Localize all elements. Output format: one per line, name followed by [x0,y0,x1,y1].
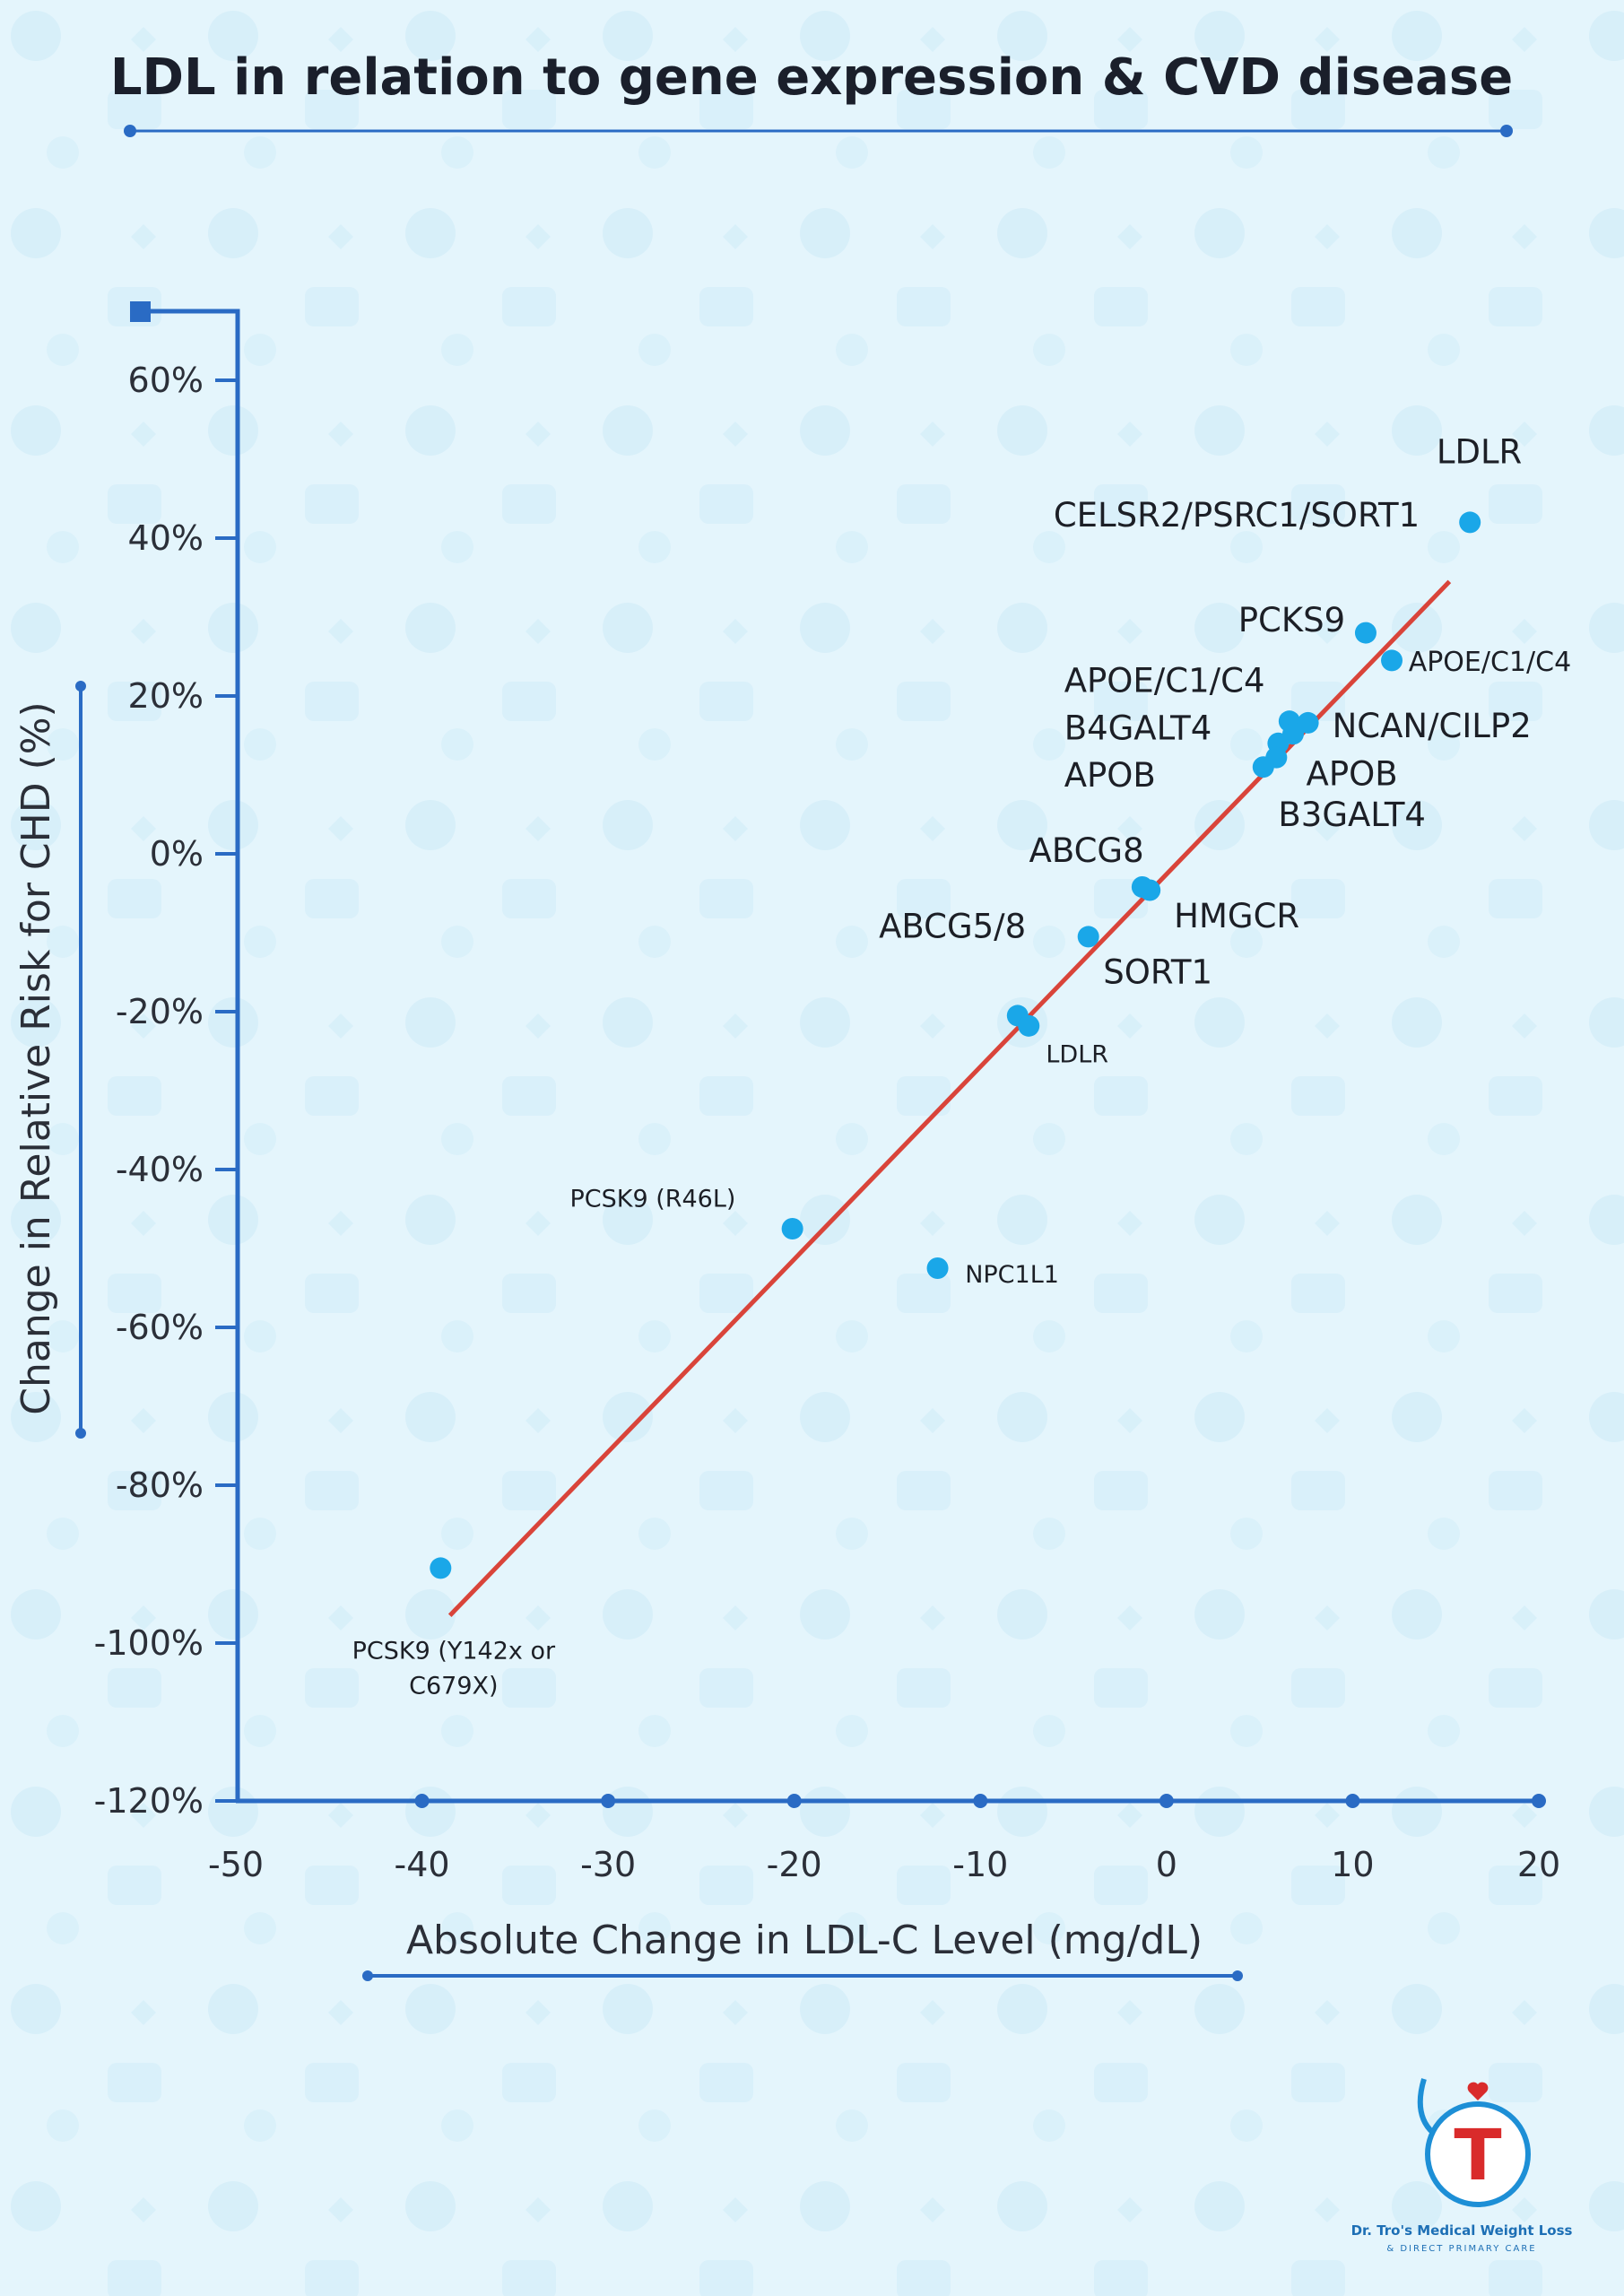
data-point [1381,649,1403,672]
chart-title: LDL in relation to gene expression & CVD… [110,48,1513,107]
point-label: PCSK9 (Y142x or [352,1638,556,1665]
data-point [1077,926,1099,948]
y-label-bracket-top-dot [75,681,86,691]
x-tick-label: -40 [395,1845,450,1884]
y-tick-label: -60% [116,1308,204,1347]
point-label: NCAN/CILP2 [1333,707,1532,745]
x-tick-label: -50 [208,1845,264,1884]
x-tick-label: 20 [1517,1845,1560,1884]
data-point [430,1557,452,1579]
y-tick-label: -100% [94,1623,204,1663]
data-point [1252,756,1274,778]
data-point [1354,622,1376,644]
y-tick-label: 60% [128,361,204,400]
x-tick-label: -30 [580,1845,636,1884]
point-label: LDLR [1437,432,1522,471]
point-label: NPC1L1 [965,1261,1059,1289]
data-point [781,1218,803,1239]
y-axis-cap [130,301,151,322]
x-label-bracket-right-dot [1232,1970,1243,1981]
point-label: CELSR2/PSRC1/SORT1 [1054,496,1420,535]
x-tick-label: 0 [1156,1845,1177,1884]
point-label: APOE/C1/C4 [1064,662,1265,700]
x-tick-mark [1159,1794,1174,1808]
x-tick-mark [1345,1794,1360,1808]
points-layer [430,511,1481,1579]
x-tick-mark [601,1794,616,1808]
x-tick-label: -20 [767,1845,822,1884]
x-label-bracket-left-dot [362,1970,373,1981]
title-underline-left-dot [124,125,136,137]
point-label: C679X) [409,1672,498,1700]
point-label: B3GALT4 [1278,796,1426,834]
point-label: LDLR [1046,1040,1108,1068]
point-label: HMGCR [1174,897,1299,935]
point-label: APOB [1307,754,1398,793]
logo-letter-t: T [1454,2116,1501,2196]
data-point [1297,711,1319,734]
point-label: PCKS9 [1238,601,1345,639]
ticks-layer: 60% 40% 20% 0% -20% -40% -60% -80% -100% -120%-50… [94,361,1561,1884]
y-tick-label: 0% [150,834,204,874]
x-axis-label: Absolute Change in LDL-C Level (mg/dL) [406,1918,1203,1963]
point-label: PCSK9 (R46L) [569,1185,735,1213]
y-axis-line [141,309,240,1801]
x-tick-label: -10 [952,1845,1008,1884]
data-point [926,1257,949,1279]
point-label: B4GALT4 [1064,709,1212,747]
y-tick-label: -40% [116,1150,204,1189]
y-tick-label: -120% [94,1781,204,1821]
point-label: SORT1 [1103,952,1212,991]
point-labels-layer: LDLR CELSR2/PSRC1/SORT1 PCKS9 APOE/C1/C4 APO… [352,432,1572,1700]
x-tick-label: 10 [1331,1845,1374,1884]
point-label: ABCG8 [1029,831,1144,870]
y-tick-label: -20% [116,992,204,1031]
y-axis-label: Change in Relative Risk for CHD (%) [13,701,59,1414]
data-point [1459,511,1481,534]
x-tick-mark [973,1794,988,1808]
logo-heart-icon [1467,2082,1489,2100]
y-tick-label: 20% [128,676,204,716]
x-tick-mark [1532,1794,1546,1808]
data-point [1139,879,1161,901]
point-label: APOE/C1/C4 [1409,647,1571,678]
y-label-bracket-bottom-dot [75,1428,86,1439]
point-label: ABCG5/8 [879,907,1026,945]
brand-name: Dr. Tro's Medical Weight Loss [1351,2222,1573,2239]
title-underline-right-dot [1500,125,1513,137]
brand-tagline: & DIRECT PRIMARY CARE [1386,2244,1536,2254]
logo-circle [1425,2101,1531,2207]
x-tick-mark [786,1794,802,1808]
brand-logo: T Dr. Tro's Medical Weight Loss & DIRECT… [1351,2078,1573,2254]
x-tick-mark [414,1794,430,1808]
data-point [1018,1014,1040,1037]
point-label: APOB [1064,756,1156,795]
y-tick-label: -80% [116,1465,204,1505]
y-tick-label: 40% [128,518,204,558]
